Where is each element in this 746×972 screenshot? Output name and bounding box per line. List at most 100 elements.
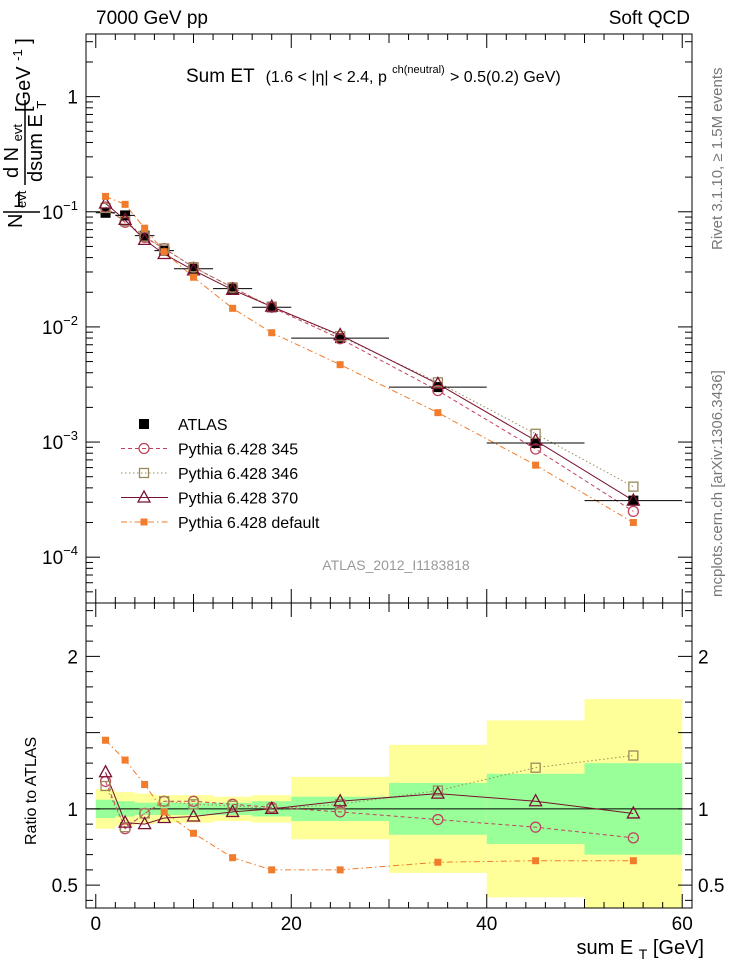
ratio-point-pythia-6-428-370 [225, 804, 240, 818]
data-point-pythia-6-428-345 [529, 443, 542, 455]
ratio-point-pythia-6-428-370 [98, 764, 113, 778]
ylabel-one: 1 [13, 190, 24, 212]
data-point-atlas [266, 302, 277, 313]
ylabel-unit: [GeV -1 ] [5, 38, 35, 112]
x-tick-label: 20 [281, 914, 302, 935]
y-tick-label: 10−4 [42, 543, 78, 569]
ratio-point-pythia-6-428-default [229, 854, 237, 862]
ratio-point-pythia-6-428-346 [159, 796, 170, 807]
legend-label-pythia-6-428-346: Pythia 6.428 346 [178, 466, 298, 483]
ratio-point-pythia-6-428-default [121, 756, 129, 764]
data-point-pythia-6-428-default [102, 192, 110, 200]
ratio-point-pythia-6-428-370 [333, 793, 348, 807]
legend-marker-pythia-6-428-345 [138, 442, 150, 455]
ratio-point-pythia-6-428-345 [432, 813, 444, 826]
ratio-point-pythia-6-428-345 [627, 832, 640, 844]
top-frame [85, 33, 693, 604]
y-tick-exp: −3 [63, 428, 78, 443]
legend-label-pythia-6-428-345: Pythia 6.428 345 [178, 442, 298, 459]
data-point-atlas [227, 283, 238, 294]
data-point-atlas [628, 495, 639, 506]
ratio-tick-label-left: 1 [67, 800, 78, 821]
x-tick-label: 60 [672, 914, 693, 935]
plot-title-main: Sum ET [186, 66, 255, 87]
y-tick-base: 10 [42, 318, 63, 339]
data-point-pythia-6-428-default [229, 304, 237, 312]
data-point-pythia-6-428-default [160, 248, 168, 256]
data-point-pythia-6-428-default [121, 200, 129, 208]
data-point-pythia-6-428-default [141, 224, 149, 232]
legend: ATLAS Pythia 6.428 345 Pythia 6.428 346 Pyt… [121, 417, 320, 532]
data-point-atlas [530, 438, 541, 449]
ylabel-dn: d N evt [1, 124, 25, 178]
ratio-point-pythia-6-428-346 [100, 780, 111, 792]
ratio-point-pythia-6-428-370 [264, 801, 279, 815]
ratio-tick-label-left: 2 [67, 647, 78, 668]
legend-marker-pythia-6-428-346 [138, 467, 150, 479]
data-point-pythia-6-428-370 [264, 298, 279, 312]
header-category: Soft QCD [609, 8, 690, 29]
legend-label-pythia-6-428-default: Pythia 6.428 default [178, 515, 320, 532]
ratio-point-pythia-6-428-default [102, 736, 110, 744]
y-tick-base: 10 [42, 203, 63, 224]
mcplots-label: mcplots.cern.ch [arXiv:1306.3436] [709, 370, 726, 597]
ratio-point-pythia-6-428-346 [227, 800, 238, 811]
ratio-tick-label-right: 0.5 [698, 876, 724, 897]
legend-marker-atlas [139, 419, 149, 429]
y-tick-label: 10−2 [42, 313, 78, 339]
ratio-point-pythia-6-428-345 [334, 806, 346, 818]
y-tick-exp: −4 [63, 543, 78, 558]
data-point-pythia-6-428-370 [528, 432, 543, 446]
data-layer [86, 192, 692, 874]
ratio-point-pythia-6-428-default [629, 857, 637, 865]
data-point-pythia-6-428-346 [530, 428, 541, 439]
data-point-pythia-6-428-346 [139, 231, 150, 242]
analysis-watermark: ATLAS_2012_I1183818 [322, 557, 470, 573]
data-point-atlas [139, 230, 150, 241]
ylabel-n: N evt [5, 190, 29, 228]
ratio-point-pythia-6-428-345 [529, 821, 542, 833]
data-point-atlas [335, 333, 346, 344]
plot-title-cut-end: > 0.5(0.2) GeV) [450, 69, 561, 86]
y-axis-label-top: 1 N evt d N evt dsum E T [GeV -1 ] [1, 38, 49, 228]
ratio-point-pythia-6-428-default [268, 866, 276, 874]
y-tick-label: 10−3 [42, 428, 78, 454]
legend-marker-pythia-6-428-default [140, 518, 148, 526]
plot-title-cut: (1.6 < |η| < 2.4, p [266, 69, 387, 86]
ratio-point-pythia-6-428-346 [628, 750, 639, 761]
ratio-point-pythia-6-428-370 [626, 805, 641, 819]
data-point-pythia-6-428-370 [626, 492, 641, 506]
ratio-point-pythia-6-428-370 [118, 814, 133, 828]
y-tick-label: 1 [67, 88, 78, 109]
rivet-label: Rivet 3.1.10, ≥ 1.5M events [709, 68, 726, 251]
y-tick-label: 10−1 [42, 198, 78, 224]
legend-label-pythia-6-428-370: Pythia 6.428 370 [178, 491, 298, 508]
data-point-pythia-6-428-default [434, 409, 442, 417]
ylabel-dsum: dsum E T [25, 101, 49, 182]
data-point-pythia-6-428-370 [98, 195, 113, 209]
ratio-point-pythia-6-428-370 [137, 816, 152, 830]
x-tick-label: 40 [476, 914, 497, 935]
y-tick-base: 10 [42, 433, 63, 454]
data-point-pythia-6-428-default [190, 273, 198, 281]
data-point-atlas [188, 263, 199, 274]
ratio-point-pythia-6-428-370 [430, 785, 445, 799]
ratio-point-pythia-6-428-370 [157, 810, 172, 824]
data-point-pythia-6-428-default [268, 329, 276, 337]
data-point-pythia-6-428-370 [118, 212, 133, 226]
y-tick-exp: −2 [63, 313, 78, 328]
data-point-pythia-6-428-345 [432, 384, 444, 397]
data-point-pythia-6-428-default [532, 461, 540, 469]
data-point-pythia-6-428-346 [628, 481, 639, 492]
data-point-pythia-6-428-370 [430, 376, 445, 390]
data-point-atlas [120, 210, 131, 221]
data-point-pythia-6-428-370 [137, 232, 152, 246]
legend-label-atlas: ATLAS [178, 417, 228, 434]
x-tick-label: 0 [90, 914, 101, 935]
data-point-pythia-6-428-345 [627, 505, 640, 518]
plot-title: Sum ET (1.6 < |η| < 2.4, p ch(neutral) >… [186, 57, 561, 87]
ratio-point-pythia-6-428-default [434, 858, 442, 866]
data-point-pythia-6-428-370 [333, 327, 348, 341]
